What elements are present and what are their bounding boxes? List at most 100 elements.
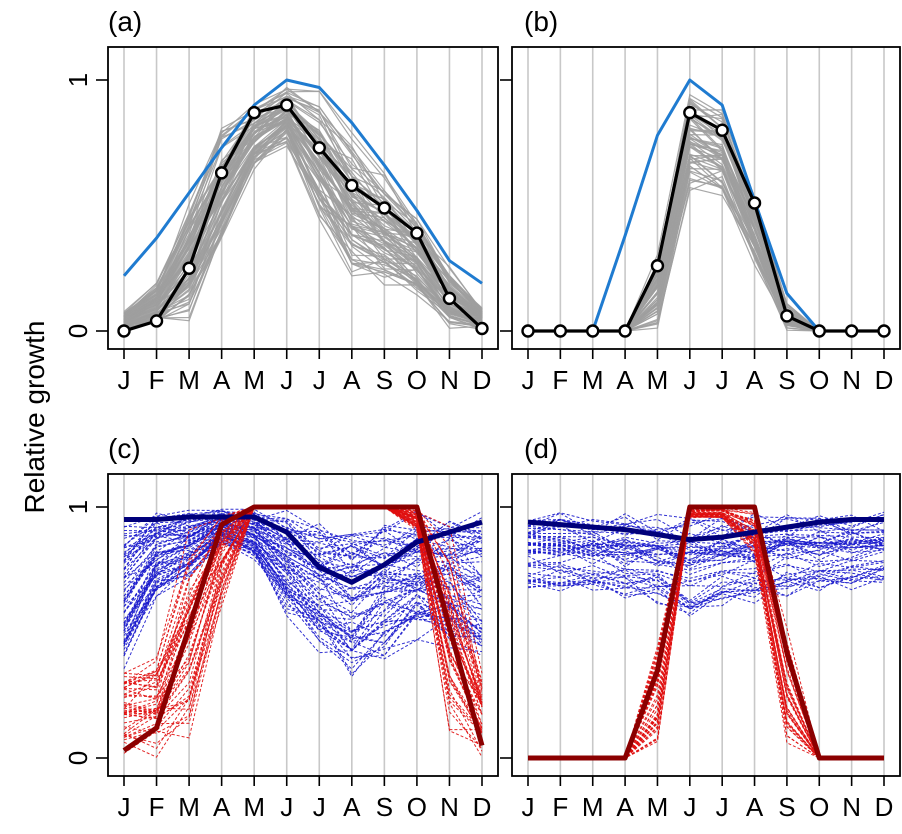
data-point [214, 166, 229, 180]
x-tick-label: M [178, 365, 200, 395]
x-tick-label: N [440, 792, 459, 822]
ensemble-line [527, 531, 885, 550]
ensemble-line [528, 117, 884, 332]
ensemble-line [528, 101, 884, 332]
data-point [586, 324, 600, 338]
x-tick-label: J [522, 792, 535, 822]
ensemble-line [123, 541, 483, 678]
ensemble-line [123, 521, 483, 583]
ensemble-line [528, 511, 884, 759]
x-tick-label: D [875, 792, 894, 822]
x-tick-label: O [407, 792, 427, 822]
x-tick-label: D [473, 365, 492, 395]
data-point [475, 321, 489, 336]
ensemble-line [123, 506, 483, 688]
ensemble-line [527, 525, 885, 552]
x-tick-label: N [842, 792, 861, 822]
x-tick-label: J [313, 792, 326, 822]
ensemble-line [528, 169, 884, 332]
data-point [247, 105, 261, 120]
ensemble-line [123, 534, 483, 652]
y-tick-label: 0 [63, 751, 93, 765]
x-tick-label: A [343, 792, 361, 822]
ensemble-line [123, 523, 483, 607]
x-tick-label: J [716, 365, 729, 395]
x-tick-label: A [213, 365, 231, 395]
ensemble-line [527, 527, 885, 556]
x-tick-label: J [280, 792, 293, 822]
x-tick-label: N [842, 365, 861, 395]
ensemble-line [527, 535, 885, 567]
x-tick-label: J [683, 365, 696, 395]
ensemble-line [123, 533, 483, 651]
ensemble-line [123, 517, 483, 569]
ensemble-line [528, 171, 884, 332]
x-tick-label: J [280, 365, 293, 395]
ensemble-line [123, 506, 483, 715]
ensemble-line [123, 540, 483, 644]
data-point [747, 196, 762, 210]
ensemble-line [528, 146, 884, 332]
ensemble-line [123, 528, 483, 613]
x-tick-label: O [809, 365, 829, 395]
x-tick-label: S [376, 792, 393, 822]
x-tick-label: A [746, 365, 764, 395]
ensemble-line [527, 536, 885, 559]
data-point [117, 324, 131, 338]
ensemble-line [527, 513, 885, 536]
ensemble-line [527, 541, 885, 562]
ensemble-line [527, 564, 885, 608]
x-tick-label: A [616, 792, 634, 822]
ensemble-line [528, 175, 884, 332]
ensemble-line [528, 167, 884, 332]
ensemble-line [528, 117, 884, 332]
x-tick-label: M [647, 365, 669, 395]
ensemble-line [123, 529, 483, 645]
ensemble-line [528, 158, 884, 332]
ensemble-line [123, 136, 483, 330]
ensemble-line [123, 130, 483, 326]
ensemble-line [527, 535, 885, 570]
ensemble-line [527, 531, 885, 559]
panel-label: (a) [108, 6, 142, 37]
data-point [844, 324, 859, 338]
ensemble-line [123, 536, 483, 647]
ensemble-line [528, 133, 884, 332]
ensemble-line [527, 512, 884, 532]
ensemble-line [528, 507, 884, 759]
ensemble-line [528, 143, 884, 332]
ensemble-line [527, 549, 885, 571]
ensemble-line [123, 524, 483, 592]
x-tick-label: J [118, 365, 131, 395]
ensemble-line [528, 154, 884, 332]
ensemble-line [123, 512, 483, 563]
ensemble-line [528, 137, 884, 332]
ensemble-line [527, 568, 885, 610]
ensemble-line [527, 575, 885, 617]
ensemble-line [123, 506, 483, 696]
x-tick-label: F [149, 792, 165, 822]
x-tick-label: D [875, 365, 894, 395]
ensemble-line [123, 537, 483, 657]
data-point [280, 98, 294, 112]
ensemble-line [528, 154, 884, 332]
x-tick-label: A [746, 792, 764, 822]
data-point [877, 324, 891, 338]
ensemble-line [123, 539, 483, 675]
ensemble-line [527, 547, 885, 587]
ensemble-line [527, 540, 885, 561]
x-tick-label: O [407, 365, 427, 395]
ensemble-line [528, 103, 884, 332]
ensemble-line [123, 529, 483, 623]
x-tick-label: O [809, 792, 829, 822]
ensemble-line [123, 506, 483, 728]
panel-b: (b)J F M A M J J A S O N D [500, 6, 901, 395]
ensemble-line [527, 551, 885, 583]
x-tick-label: J [313, 365, 326, 395]
ensemble-line [123, 124, 483, 324]
ensemble-line [123, 127, 483, 329]
ensemble-line [527, 514, 885, 541]
ensemble-line [123, 506, 483, 707]
ensemble-line [123, 532, 483, 633]
plot-frame [107, 46, 499, 350]
